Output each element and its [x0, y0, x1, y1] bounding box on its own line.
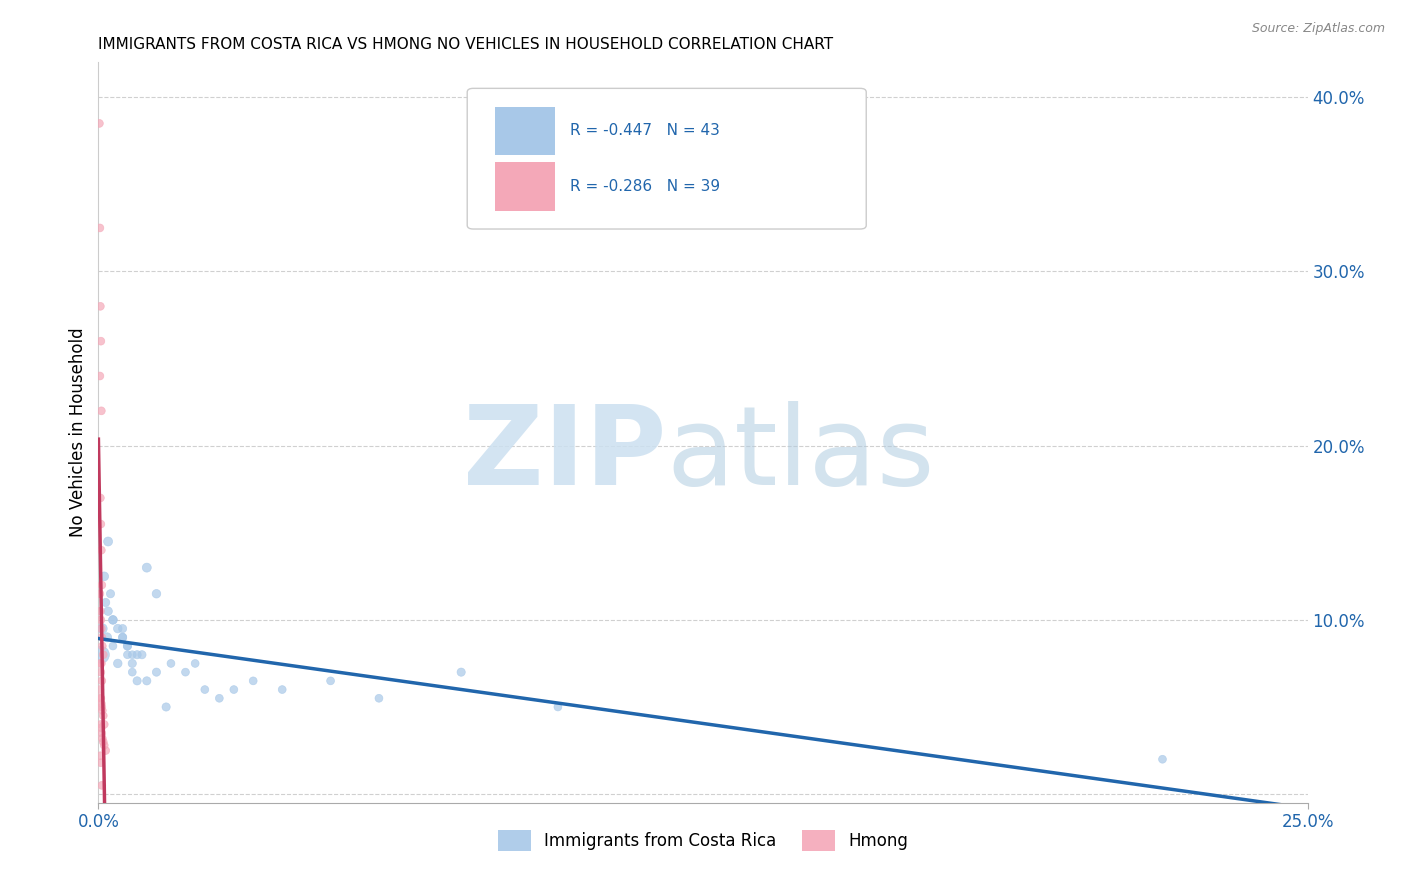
Point [1152, 752, 1174, 766]
Bar [495, 107, 555, 155]
Point [101, 639, 124, 653]
Point [89, 221, 111, 235]
Point [107, 657, 129, 671]
Point [90, 665, 112, 680]
Point [90, 648, 112, 662]
Point [135, 673, 157, 688]
Text: ZIP: ZIP [464, 401, 666, 508]
Point [127, 673, 149, 688]
Point [155, 700, 177, 714]
Point [319, 673, 342, 688]
Point [90, 700, 112, 714]
Point [111, 630, 134, 644]
Point [90, 630, 112, 644]
Point [90, 657, 112, 671]
Point [97, 604, 120, 618]
Y-axis label: No Vehicles in Household: No Vehicles in Household [69, 327, 87, 538]
Point [135, 560, 157, 574]
Point [89, 491, 111, 505]
Point [89, 299, 111, 313]
Text: IMMIGRANTS FROM COSTA RICA VS HMONG NO VEHICLES IN HOUSEHOLD CORRELATION CHART: IMMIGRANTS FROM COSTA RICA VS HMONG NO V… [98, 37, 834, 52]
Point [145, 587, 167, 601]
Point [101, 613, 124, 627]
Point [89, 369, 111, 384]
Point [131, 648, 153, 662]
Point [90, 334, 112, 348]
Point [96, 630, 118, 644]
Point [91, 622, 114, 636]
Point [111, 630, 134, 644]
Point [271, 682, 294, 697]
Point [90, 778, 112, 792]
Point [89, 587, 111, 601]
Point [121, 648, 143, 662]
Point [91, 708, 114, 723]
Point [90, 756, 112, 770]
Point [242, 673, 264, 688]
Point [547, 700, 569, 714]
Point [94, 743, 117, 757]
Text: atlas: atlas [666, 401, 935, 508]
Point [101, 613, 124, 627]
Text: Source: ZipAtlas.com: Source: ZipAtlas.com [1251, 22, 1385, 36]
Point [121, 657, 143, 671]
Point [94, 595, 117, 609]
Point [107, 622, 129, 636]
Point [89, 748, 111, 763]
Point [222, 682, 245, 697]
Point [89, 691, 111, 706]
Bar [495, 162, 555, 211]
Point [90, 578, 112, 592]
Point [121, 665, 143, 680]
Point [100, 587, 122, 601]
Point [117, 639, 139, 653]
Point [90, 717, 112, 731]
Point [97, 534, 120, 549]
Point [174, 665, 197, 680]
Point [117, 648, 139, 662]
Point [90, 721, 112, 735]
Point [117, 639, 139, 653]
Point [90, 673, 112, 688]
Point [208, 691, 231, 706]
Point [89, 682, 111, 697]
Legend: Immigrants from Costa Rica, Hmong: Immigrants from Costa Rica, Hmong [491, 823, 915, 857]
Point [90, 726, 112, 740]
Point [91, 735, 114, 749]
Point [90, 543, 112, 558]
Point [127, 648, 149, 662]
Point [90, 622, 112, 636]
FancyBboxPatch shape [467, 88, 866, 229]
Point [90, 691, 112, 706]
Point [145, 665, 167, 680]
Point [89, 604, 111, 618]
Point [90, 404, 112, 418]
Point [111, 622, 134, 636]
Point [91, 731, 114, 746]
Point [93, 569, 115, 583]
Point [91, 639, 114, 653]
Point [450, 665, 472, 680]
Point [91, 703, 114, 717]
Point [90, 613, 112, 627]
Point [184, 657, 207, 671]
Point [93, 739, 115, 753]
Point [93, 717, 115, 731]
Point [91, 648, 114, 662]
Text: R = -0.447   N = 43: R = -0.447 N = 43 [569, 123, 720, 138]
Point [160, 657, 183, 671]
Text: R = -0.286   N = 39: R = -0.286 N = 39 [569, 178, 720, 194]
Point [89, 116, 111, 130]
Point [368, 691, 391, 706]
Point [89, 657, 111, 671]
Point [194, 682, 217, 697]
Point [90, 697, 112, 711]
Point [90, 517, 112, 532]
